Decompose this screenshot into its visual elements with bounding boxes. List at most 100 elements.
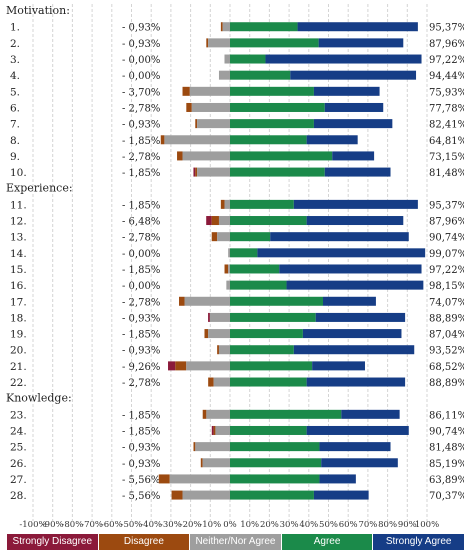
bar-agree xyxy=(230,312,316,322)
row-label: 4. xyxy=(10,70,20,82)
row-label: 6. xyxy=(10,102,20,114)
bar-strongly-agree xyxy=(319,442,391,452)
negative-percent-label: - 0,00% xyxy=(122,71,160,82)
bar-strongly-agree xyxy=(279,264,422,274)
negative-percent-label: - 5,56% xyxy=(122,475,160,486)
bar-agree xyxy=(230,377,307,387)
negative-percent-label: - 3,70% xyxy=(122,87,160,98)
bar-neither xyxy=(218,345,230,355)
x-tick-label: -100% xyxy=(19,520,46,530)
bar-agree xyxy=(230,38,319,48)
row-label: 10. xyxy=(10,167,27,179)
negative-percent-label: - 1,85% xyxy=(122,426,160,437)
negative-percent-label: - 1,85% xyxy=(122,136,160,147)
positive-percent-label: 70,37% xyxy=(429,491,464,502)
bar-neither xyxy=(226,280,230,290)
bar-agree xyxy=(230,86,314,96)
bar-agree xyxy=(230,199,294,209)
bar-strongly-agree xyxy=(302,329,402,339)
bar-strongly-agree xyxy=(293,199,418,209)
bar-neither xyxy=(182,151,230,161)
row-label: 16. xyxy=(10,280,27,292)
bar-agree xyxy=(230,216,307,226)
row-label: 26. xyxy=(10,458,27,470)
bar-strongly-disagree xyxy=(193,167,196,177)
legend-item: Neither/Nor Agree xyxy=(189,533,281,550)
bar-strongly-agree xyxy=(321,458,398,468)
positive-percent-label: 68,52% xyxy=(429,362,464,373)
bar-neither xyxy=(197,167,230,177)
bar-neither xyxy=(189,86,230,96)
positive-percent-label: 85,19% xyxy=(429,459,464,470)
negative-percent-label: - 2,78% xyxy=(122,152,160,163)
x-tick-label: -20% xyxy=(180,520,202,530)
bar-agree xyxy=(230,490,314,500)
bar-disagree xyxy=(193,442,196,452)
positive-percent-label: 77,78% xyxy=(429,103,464,114)
bar-strongly-agree xyxy=(313,490,369,500)
positive-percent-label: 75,93% xyxy=(429,87,464,98)
positive-percent-label: 87,04% xyxy=(429,330,464,341)
bar-neither xyxy=(197,119,230,129)
positive-percent-label: 94,44% xyxy=(429,71,464,82)
negative-percent-label: - 1,85% xyxy=(122,330,160,341)
bar-neither xyxy=(202,458,230,468)
bar-disagree xyxy=(195,167,198,177)
bar-disagree xyxy=(160,135,165,145)
bar-agree xyxy=(230,151,333,161)
x-tick-label: -10% xyxy=(199,520,221,530)
bar-agree xyxy=(230,70,291,80)
row-label: 22. xyxy=(10,377,27,389)
bar-neither xyxy=(224,199,230,209)
bar-disagree xyxy=(211,216,219,226)
bar-strongly-agree xyxy=(293,345,415,355)
x-tick-label: 100% xyxy=(415,520,439,530)
x-tick-label: 20% xyxy=(260,520,279,530)
positive-percent-label: 88,89% xyxy=(429,313,464,324)
positive-percent-label: 87,96% xyxy=(429,39,464,50)
row-label: 12. xyxy=(10,216,27,228)
bar-neither xyxy=(217,232,230,242)
x-tick-label: 70% xyxy=(358,520,377,530)
negative-percent-label: - 1,85% xyxy=(122,200,160,211)
bar-strongly-disagree xyxy=(206,216,212,226)
group-label: Motivation: xyxy=(6,4,70,17)
negative-percent-label: - 0,93% xyxy=(122,39,160,50)
bar-disagree xyxy=(224,264,229,274)
row-label: 18. xyxy=(10,312,27,324)
bar-agree xyxy=(230,345,294,355)
row-label: 20. xyxy=(10,345,27,357)
row-label: 9. xyxy=(10,151,20,163)
positive-percent-label: 97,22% xyxy=(429,55,464,66)
bar-neither xyxy=(213,377,230,387)
bar-disagree xyxy=(213,425,216,435)
negative-percent-label: - 1,85% xyxy=(122,168,160,179)
positive-percent-label: 74,07% xyxy=(429,297,464,308)
x-tick-label: -70% xyxy=(81,520,103,530)
negative-percent-label: - 1,85% xyxy=(122,410,160,421)
positive-percent-label: 99,07% xyxy=(429,249,464,260)
bar-agree xyxy=(230,474,320,484)
bar-disagree xyxy=(217,345,219,355)
bar-disagree xyxy=(220,199,225,209)
negative-percent-label: - 0,93% xyxy=(122,346,160,357)
bar-strongly-agree xyxy=(324,102,384,112)
positive-percent-label: 95,37% xyxy=(429,200,464,211)
x-tick-label: 80% xyxy=(378,520,397,530)
negative-percent-label: - 2,78% xyxy=(122,103,160,114)
bar-strongly-agree xyxy=(265,54,422,64)
x-tick-label: 10% xyxy=(240,520,259,530)
x-tick-label: -60% xyxy=(101,520,123,530)
x-tick-label: 40% xyxy=(299,520,318,530)
bar-disagree xyxy=(177,151,183,161)
row-label: 17. xyxy=(10,296,27,308)
bar-disagree xyxy=(200,458,203,468)
x-tick-label: 50% xyxy=(319,520,338,530)
positive-percent-label: 90,74% xyxy=(429,426,464,437)
row-label: 7. xyxy=(10,119,20,131)
bar-strongly-agree xyxy=(322,296,376,306)
row-label: 15. xyxy=(10,264,27,276)
negative-percent-label: - 0,93% xyxy=(122,23,160,34)
positive-percent-label: 73,15% xyxy=(429,152,464,163)
bar-neither xyxy=(191,102,230,112)
